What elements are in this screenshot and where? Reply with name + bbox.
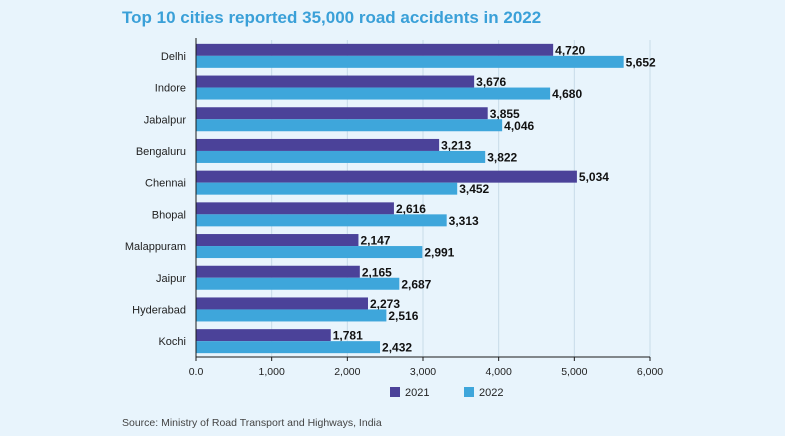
data-label: 2,616 — [396, 202, 426, 216]
bar-2022 — [196, 182, 458, 195]
data-label: 3,822 — [487, 150, 517, 164]
category-label: Kochi — [158, 336, 186, 348]
bar-2022 — [196, 214, 447, 227]
data-label: 2,165 — [362, 265, 392, 279]
x-tick-label: 2,000 — [334, 366, 360, 378]
data-label: 4,680 — [552, 87, 582, 101]
bar-2021 — [196, 234, 359, 247]
data-label: 2,147 — [360, 234, 390, 248]
data-label: 2,432 — [382, 341, 412, 355]
data-label: 4,720 — [555, 43, 585, 57]
data-label: 2,516 — [388, 309, 418, 323]
data-label: 5,034 — [579, 170, 609, 184]
bar-2021 — [196, 329, 331, 342]
bar-2021 — [196, 138, 440, 151]
bar-2021 — [196, 43, 554, 56]
x-tick-label: 5,000 — [561, 366, 587, 378]
bar-2022 — [196, 55, 624, 68]
bar-2021 — [196, 202, 394, 215]
category-label: Malappuram — [125, 241, 186, 253]
bar-2021 — [196, 297, 368, 310]
category-label: Bengaluru — [136, 146, 186, 158]
data-label: 4,046 — [504, 119, 534, 133]
category-label: Indore — [155, 83, 186, 95]
chart-title: Top 10 cities reported 35,000 road accid… — [122, 8, 542, 27]
data-label: 3,452 — [459, 182, 489, 196]
bar-2021 — [196, 265, 360, 278]
bar-2022 — [196, 309, 387, 322]
x-tick-label: 1,000 — [259, 366, 285, 378]
category-label: Chennai — [145, 178, 186, 190]
bar-2022 — [196, 119, 503, 132]
data-label: 3,213 — [441, 138, 471, 152]
category-label: Delhi — [161, 51, 186, 63]
x-tick-label: 4,000 — [486, 366, 512, 378]
legend-swatch — [390, 387, 400, 397]
category-label: Jaipur — [156, 273, 186, 285]
data-label: 3,313 — [449, 214, 479, 228]
data-label: 1,781 — [333, 329, 363, 343]
bar-2022 — [196, 87, 551, 100]
x-tick-label: 3,000 — [410, 366, 436, 378]
category-label: Jabalpur — [144, 114, 187, 126]
category-label: Hyderabad — [132, 304, 186, 316]
bar-2022 — [196, 341, 381, 354]
source-note: Source: Ministry of Road Transport and H… — [122, 417, 382, 429]
legend-label: 2021 — [405, 387, 429, 399]
bar-2021 — [196, 107, 488, 120]
data-label: 2,273 — [370, 297, 400, 311]
bar-2021 — [196, 170, 577, 183]
data-label: 3,855 — [490, 107, 520, 121]
data-label: 5,652 — [626, 55, 656, 69]
data-label: 3,676 — [476, 75, 506, 89]
x-tick-label: 0.0 — [189, 366, 204, 378]
legend-swatch — [464, 387, 474, 397]
data-label: 2,991 — [424, 246, 454, 260]
bar-2022 — [196, 150, 486, 163]
data-label: 2,687 — [401, 277, 431, 291]
bar-2021 — [196, 75, 475, 88]
bar-2022 — [196, 277, 400, 290]
bar-2022 — [196, 246, 423, 259]
x-tick-label: 6,000 — [637, 366, 663, 378]
legend-label: 2022 — [479, 387, 503, 399]
category-label: Bhopal — [152, 209, 186, 221]
